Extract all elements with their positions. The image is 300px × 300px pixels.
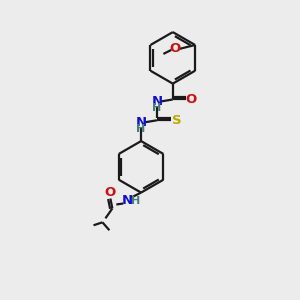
Text: H: H [152, 103, 162, 113]
Text: O: O [170, 42, 181, 56]
Text: O: O [185, 93, 196, 106]
Text: N: N [136, 116, 147, 129]
Text: O: O [105, 186, 116, 199]
Text: H: H [130, 196, 140, 206]
Text: N: N [152, 95, 163, 108]
Text: S: S [172, 114, 182, 127]
Text: N: N [122, 194, 133, 207]
Text: H: H [136, 124, 146, 134]
